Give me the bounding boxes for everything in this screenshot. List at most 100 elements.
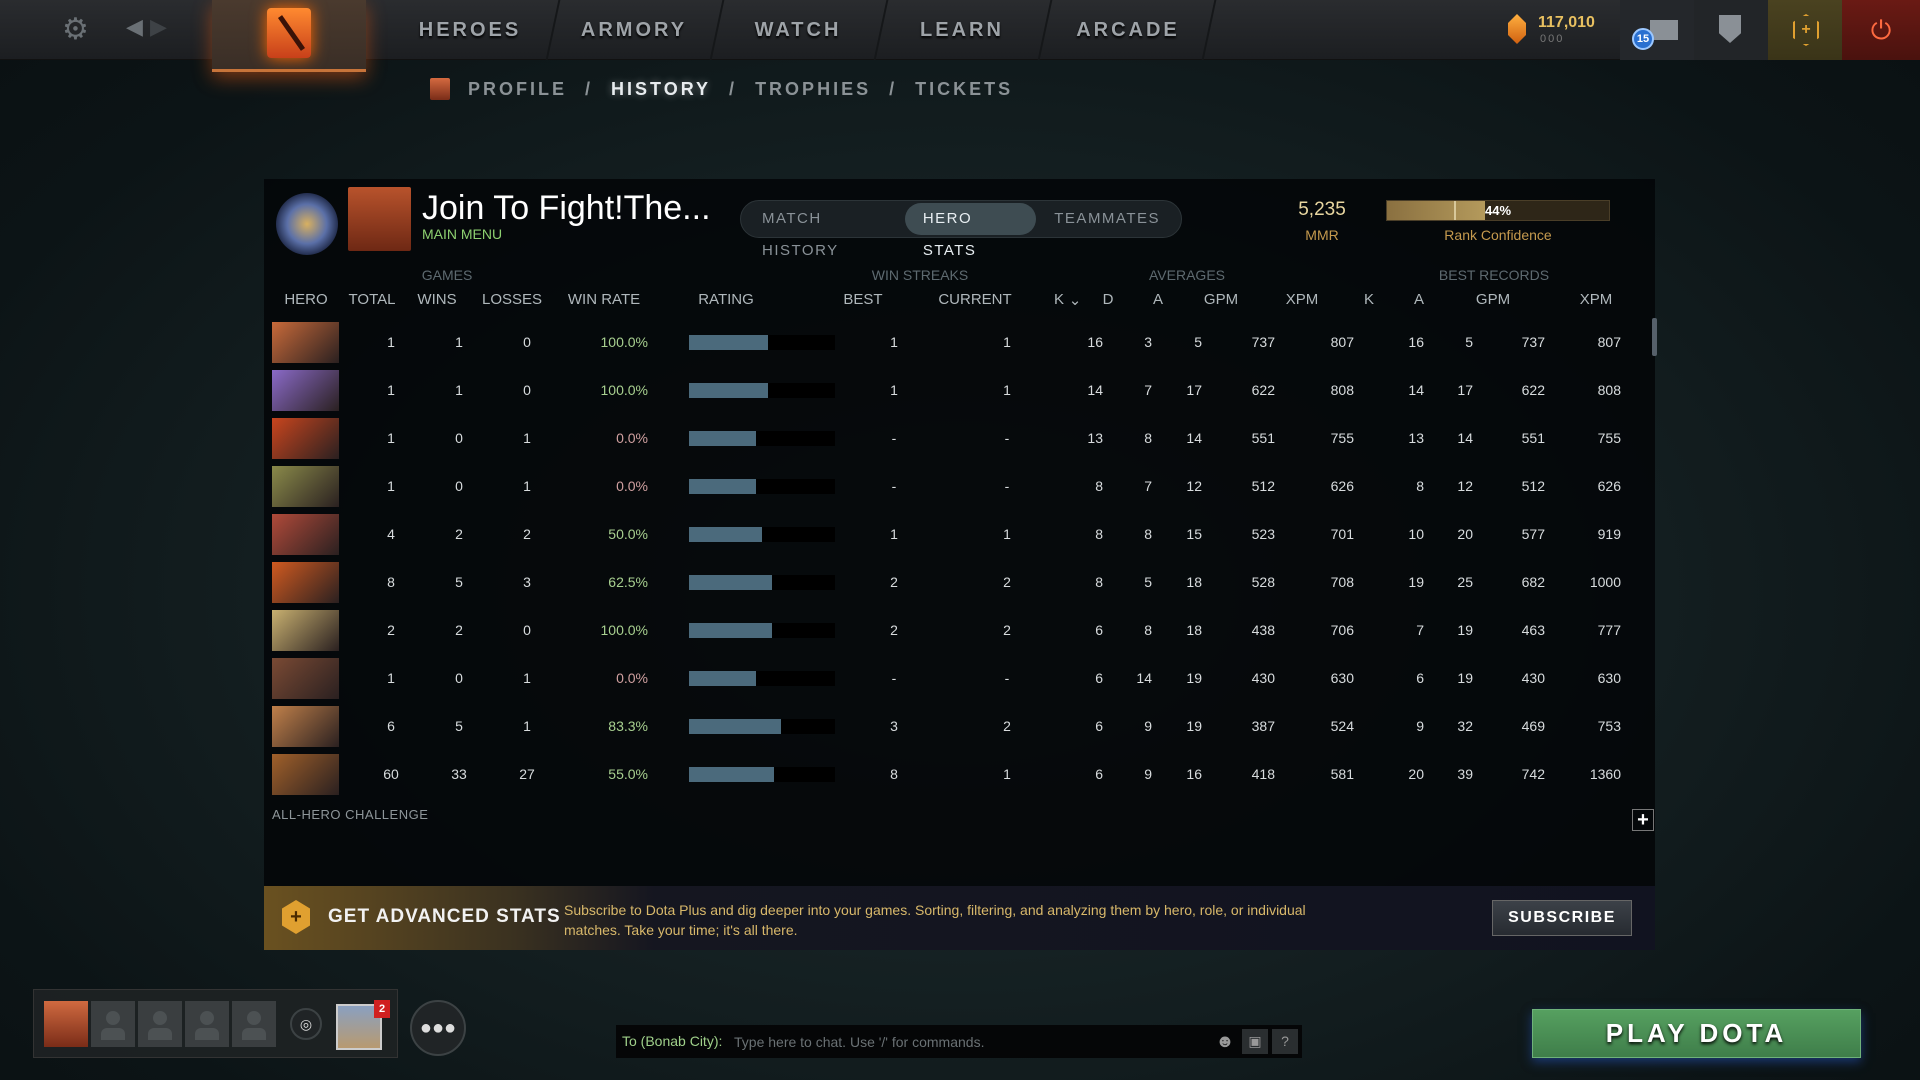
- cell-win-rate: 0.0%: [616, 478, 648, 494]
- dota-logo-icon: [267, 8, 311, 58]
- sort-chevron-down-icon[interactable]: ⌄: [1068, 292, 1082, 309]
- tab-hero-stats[interactable]: HERO STATS: [904, 203, 1037, 259]
- friends-group-icon[interactable]: ●●●: [410, 1000, 466, 1056]
- back-arrow-icon[interactable]: ◀: [126, 14, 143, 39]
- cell-bk: 10: [1408, 526, 1424, 542]
- nav-arcade[interactable]: ARCADE: [1076, 19, 1180, 41]
- chat-image-icon[interactable]: ▣: [1242, 1029, 1268, 1054]
- subnav-tickets[interactable]: TICKETS: [915, 78, 1014, 99]
- column-header-hero[interactable]: HERO: [284, 291, 328, 308]
- hero-portrait[interactable]: [272, 658, 339, 699]
- mail-area[interactable]: 15: [1620, 0, 1694, 60]
- armory-shield-icon[interactable]: [1694, 0, 1768, 60]
- hero-portrait[interactable]: [272, 418, 339, 459]
- cell-d: 3: [1144, 334, 1152, 350]
- cell-best: 1: [890, 526, 898, 542]
- column-header-best-gpm[interactable]: GPM: [1475, 291, 1511, 308]
- emoji-icon[interactable]: ☻: [1215, 1031, 1235, 1051]
- column-header-rating[interactable]: RATING: [698, 291, 754, 308]
- nav-armory[interactable]: ARMORY: [580, 19, 688, 41]
- expand-plus-button[interactable]: +: [1632, 809, 1654, 831]
- player-avatar[interactable]: [348, 187, 411, 251]
- table-row[interactable]: 2 2 0 100.0% 2 2 6 8 18 438 706 7 19 463 777: [264, 606, 1644, 654]
- column-header-best-streak[interactable]: BEST: [843, 291, 883, 308]
- cell-gpm: 387: [1251, 718, 1275, 734]
- hero-portrait[interactable]: [272, 562, 339, 603]
- power-quit-icon[interactable]: ⏻: [1842, 0, 1920, 60]
- column-header-total[interactable]: TOTAL: [348, 291, 396, 308]
- column-header-avg-deaths[interactable]: D: [1102, 291, 1114, 308]
- party-slot-self[interactable]: [44, 1001, 88, 1047]
- subnav-history[interactable]: HISTORY: [611, 78, 712, 99]
- cell-bgpm: 469: [1521, 718, 1545, 734]
- cell-bgpm: 682: [1521, 574, 1545, 590]
- table-row[interactable]: 1 0 1 0.0% - - 8 7 12 512 626 8 12 512 626: [264, 462, 1644, 510]
- column-header-win-rate[interactable]: WIN RATE: [567, 291, 641, 308]
- dota-logo-button[interactable]: [212, 0, 366, 72]
- table-row[interactable]: 8 5 3 62.5% 2 2 8 5 18 528 708 19 25 682 1000: [264, 558, 1644, 606]
- party-slot-empty[interactable]: [232, 1001, 276, 1047]
- cell-losses: 0: [523, 334, 531, 350]
- cell-bk: 6: [1416, 670, 1424, 686]
- party-slot-empty[interactable]: [185, 1001, 229, 1047]
- hero-portrait[interactable]: [272, 370, 339, 411]
- hero-portrait[interactable]: [272, 322, 339, 363]
- cell-best: 1: [890, 382, 898, 398]
- forward-arrow-icon[interactable]: ▶: [150, 14, 167, 39]
- subnav-profile[interactable]: PROFILE: [468, 78, 568, 99]
- cell-k: 6: [1095, 622, 1103, 638]
- hero-portrait[interactable]: [272, 754, 339, 795]
- city-chat-icon[interactable]: [336, 1004, 382, 1050]
- tab-match-history[interactable]: MATCH HISTORY: [762, 210, 839, 259]
- party-slot-empty[interactable]: [138, 1001, 182, 1047]
- column-header-avg-gpm[interactable]: GPM: [1203, 291, 1239, 308]
- cell-best: -: [891, 478, 897, 494]
- rating-bar: [689, 719, 835, 734]
- all-hero-challenge[interactable]: ALL-HERO CHALLENGE: [272, 807, 429, 822]
- nav-heroes[interactable]: HEROES: [418, 19, 522, 41]
- hero-portrait[interactable]: [272, 706, 339, 747]
- table-row[interactable]: 6 5 1 83.3% 3 2 6 9 19 387 524 9 32 469 753: [264, 702, 1644, 750]
- cell-win-rate: 62.5%: [608, 574, 648, 590]
- subnav-trophies[interactable]: TROPHIES: [755, 78, 872, 99]
- hero-portrait[interactable]: [272, 514, 339, 555]
- cell-a: 19: [1186, 718, 1202, 734]
- rating-bar-fill: [689, 575, 773, 590]
- play-dota-button[interactable]: PLAY DOTA: [1532, 1009, 1861, 1058]
- table-row[interactable]: 1 0 1 0.0% - - 13 8 14 551 755 13 14 551 755: [264, 414, 1644, 462]
- table-row[interactable]: 4 2 2 50.0% 1 1 8 8 15 523 701 10 20 577 919: [264, 510, 1644, 558]
- table-row[interactable]: 1 0 1 0.0% - - 6 14 19 430 630 6 19 430 630: [264, 654, 1644, 702]
- chat-help-button[interactable]: ?: [1272, 1029, 1298, 1054]
- hero-portrait[interactable]: [272, 610, 339, 651]
- column-header-losses[interactable]: LOSSES: [481, 291, 543, 308]
- chat-channel[interactable]: To (Bonab City):: [622, 1033, 723, 1049]
- table-row[interactable]: 1 1 0 100.0% 1 1 16 3 5 737 807 16 5 737 807: [264, 318, 1644, 366]
- cell-k: 8: [1095, 526, 1103, 542]
- column-header-best-assists[interactable]: A: [1413, 291, 1425, 308]
- hero-portrait[interactable]: [272, 466, 339, 507]
- cell-wins: 0: [455, 670, 463, 686]
- cell-win-rate: 50.0%: [608, 526, 648, 542]
- nav-learn[interactable]: LEARN: [920, 19, 1004, 41]
- settings-gear-icon[interactable]: ⚙: [62, 13, 89, 46]
- column-header-avg-assists[interactable]: A: [1152, 291, 1164, 308]
- table-row[interactable]: 60 33 27 55.0% 8 1 6 9 16 418 581 20 39 742 1360: [264, 750, 1644, 798]
- cell-total: 1: [387, 478, 395, 494]
- party-slot-empty[interactable]: [91, 1001, 135, 1047]
- voice-headset-icon[interactable]: ◎: [290, 1008, 322, 1040]
- subscribe-button[interactable]: SUBSCRIBE: [1492, 900, 1632, 936]
- shards-count[interactable]: 117,010: [1538, 14, 1595, 31]
- column-header-avg-kills[interactable]: K: [1053, 291, 1065, 308]
- dota-plus-icon[interactable]: +: [1768, 0, 1842, 60]
- column-header-avg-xpm[interactable]: XPM: [1285, 291, 1319, 308]
- scrollbar[interactable]: [1652, 318, 1657, 356]
- column-header-current-streak[interactable]: CURRENT: [938, 291, 1012, 308]
- tab-teammates[interactable]: TEAMMATES: [1054, 210, 1160, 227]
- table-row[interactable]: 1 1 0 100.0% 1 1 14 7 17 622 808 14 17 622 808: [264, 366, 1644, 414]
- column-header-best-kills[interactable]: K: [1363, 291, 1375, 308]
- rating-bar-fill: [689, 431, 757, 446]
- column-header-best-xpm[interactable]: XPM: [1579, 291, 1613, 308]
- nav-watch[interactable]: WATCH: [754, 19, 842, 41]
- column-header-wins[interactable]: WINS: [417, 291, 457, 308]
- chat-input[interactable]: [734, 1025, 1214, 1058]
